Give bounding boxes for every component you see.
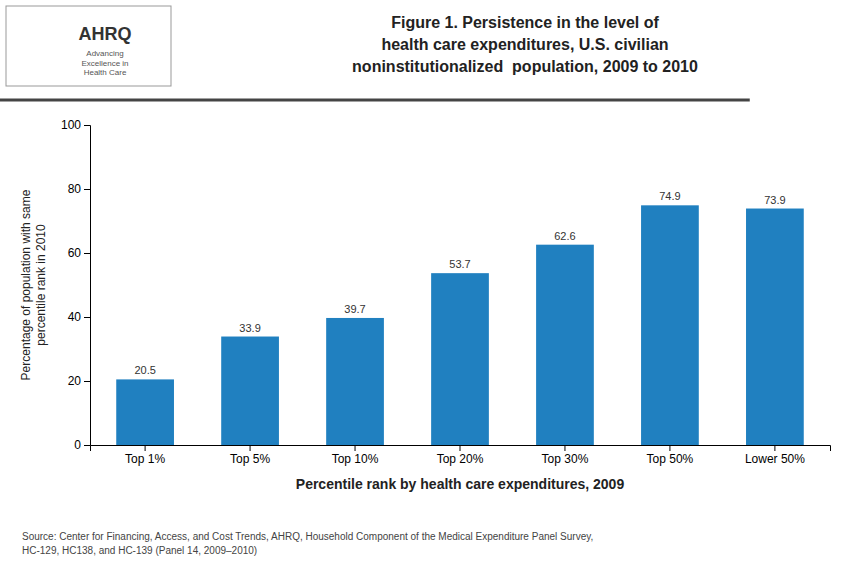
- data-label: 62.6: [554, 230, 575, 242]
- x-tick: Top 30%: [542, 445, 589, 466]
- y-tick-mark: [84, 317, 90, 318]
- y-tick-mark: [84, 445, 90, 446]
- x-tick: Top 5%: [230, 445, 270, 466]
- x-tick: Top 50%: [647, 445, 694, 466]
- y-tick-mark: [84, 189, 90, 190]
- x-tick-mark: [460, 445, 461, 451]
- y-tick-label: 0: [74, 438, 81, 452]
- x-tick-label: Top 10%: [332, 452, 379, 466]
- logo-subtext-line: Health Care: [84, 68, 127, 77]
- y-tick: 60: [68, 246, 90, 260]
- source-line: Source: Center for Financing, Access, an…: [22, 531, 593, 542]
- y-tick: 100: [61, 118, 90, 132]
- x-tick-mark: [774, 445, 775, 451]
- y-tick: 20: [68, 374, 90, 388]
- x-tick-mark: [355, 445, 356, 451]
- title-line: health care expenditures, U.S. civilian: [381, 36, 668, 53]
- y-tick-label: 100: [61, 118, 81, 132]
- y-tick-label: 40: [68, 310, 82, 324]
- bar: [431, 273, 489, 445]
- x-tick: Lower 50%: [745, 445, 805, 466]
- data-label: 53.7: [449, 258, 470, 270]
- y-tick: 80: [68, 182, 90, 196]
- logo-subtext: AdvancingExcellence inHealth Care: [81, 49, 128, 77]
- bar: [746, 209, 804, 445]
- bar: [326, 318, 384, 445]
- data-label: 74.9: [659, 190, 680, 202]
- data-labels: 20.5 33.9 39.7 53.7 62.6 74.9 73.9: [134, 190, 785, 376]
- source: Source: Center for Financing, Access, an…: [22, 531, 593, 556]
- logo-subtext-line: Advancing: [86, 49, 123, 58]
- y-tick-label: 60: [68, 246, 82, 260]
- x-tick-mark: [250, 445, 251, 451]
- x-tick: Top 1%: [125, 445, 165, 466]
- bar: [116, 379, 174, 445]
- logo: AHRQ AdvancingExcellence inHealth Care: [6, 6, 171, 86]
- y-axis: 0 20 40 60 80 100: [61, 118, 91, 452]
- title-line: noninstitutionalized population, 2009 to…: [352, 58, 698, 75]
- y-tick-label: 80: [68, 182, 82, 196]
- y-tick-mark: [84, 253, 90, 254]
- y-axis-line: [84, 126, 91, 446]
- data-label: 73.9: [764, 194, 785, 206]
- x-tick-label: Top 20%: [437, 452, 484, 466]
- title: Figure 1. Persistence in the level of hea…: [352, 14, 698, 75]
- logo-box: [6, 6, 171, 86]
- logo-text: AHRQ: [79, 24, 132, 44]
- data-label: 20.5: [134, 364, 155, 376]
- x-tick-mark: [564, 445, 565, 451]
- x-tick: Top 20%: [437, 445, 484, 466]
- y-axis-title-line: percentile rank in 2010: [34, 224, 48, 346]
- x-tick: Top 10%: [332, 445, 379, 466]
- source-line: HC-129, HC138, and HC-139 (Panel 14, 200…: [22, 545, 257, 556]
- x-tick-label: Top 30%: [542, 452, 589, 466]
- bar: [536, 245, 594, 445]
- bar: [221, 337, 279, 445]
- y-tick: 40: [68, 310, 90, 324]
- y-tick-mark: [84, 125, 90, 126]
- x-axis-line: [91, 446, 831, 452]
- data-label: 39.7: [344, 303, 365, 315]
- x-axis: Top 1% Top 5% Top 10% Top 20% Top 30% Top 50%…: [91, 445, 831, 466]
- logo-subtext-line: Excellence in: [81, 59, 128, 68]
- divider: [0, 99, 750, 102]
- x-tick-label: Top 5%: [230, 452, 270, 466]
- bars: [116, 205, 804, 445]
- y-tick-label: 20: [68, 374, 82, 388]
- data-label: 33.9: [239, 322, 260, 334]
- x-tick-label: Lower 50%: [745, 452, 805, 466]
- chart: AHRQ AdvancingExcellence inHealth Care Fig…: [0, 0, 852, 576]
- y-axis-title-line: Percentage of population with same: [19, 189, 33, 380]
- x-tick-label: Top 1%: [125, 452, 165, 466]
- x-axis-title: Percentile rank by health care expenditu…: [296, 476, 625, 492]
- y-axis-title: Percentage of population with samepercen…: [19, 189, 48, 380]
- y-tick: 0: [74, 438, 90, 452]
- plot: 20.5 33.9 39.7 53.7 62.6 74.9 73.9 0 20 40 60 80 100…: [61, 118, 831, 465]
- x-tick-label: Top 50%: [647, 452, 694, 466]
- bar: [641, 205, 699, 445]
- x-tick-mark: [145, 445, 146, 451]
- title-line: Figure 1. Persistence in the level of: [391, 14, 659, 31]
- y-tick-mark: [84, 381, 90, 382]
- x-tick-mark: [669, 445, 670, 451]
